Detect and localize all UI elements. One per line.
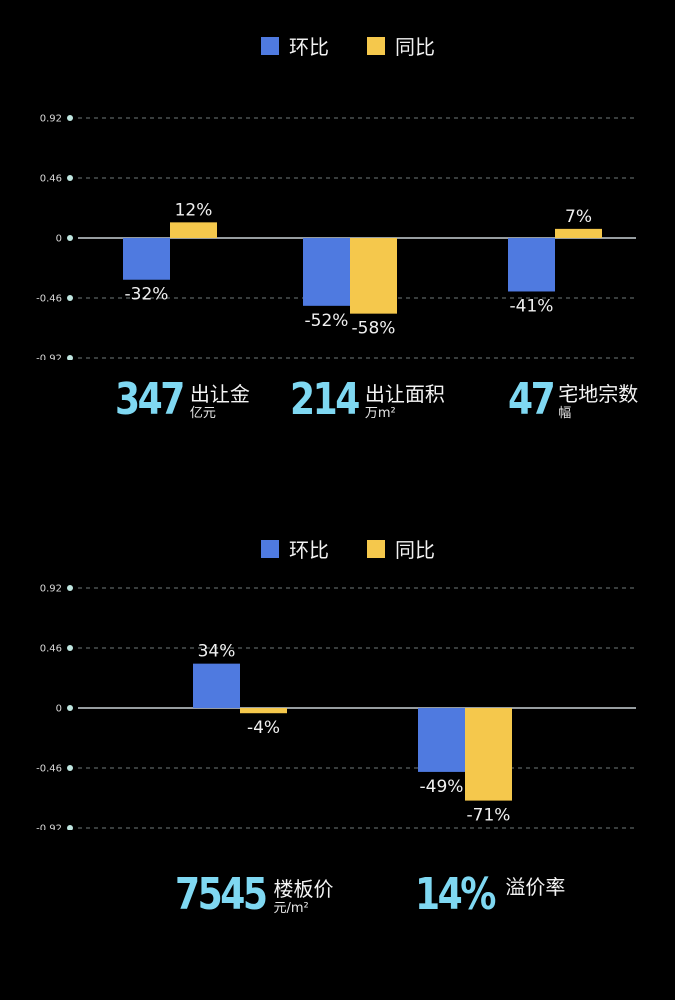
legend-item-yoy: 同比: [367, 31, 435, 60]
data-label: 12%: [175, 200, 213, 220]
stat-name: 出让面积: [364, 382, 445, 406]
legend-label-yoy: 同比: [395, 35, 435, 59]
y-tick-label: 0.92: [40, 584, 62, 595]
stat-value: 347: [115, 374, 185, 425]
bar-yoy: [555, 228, 602, 238]
data-label: -49%: [420, 777, 464, 797]
tick-dot: [67, 115, 73, 121]
stat-unit: 元/m²: [273, 901, 309, 916]
data-label: -32%: [125, 285, 169, 305]
bar-mom: [123, 238, 170, 280]
legend-item-mom: 环比: [261, 534, 329, 563]
data-label: -41%: [510, 296, 554, 316]
stat-unit: 幅: [558, 406, 572, 421]
data-label: -71%: [467, 806, 511, 826]
y-tick-label: -0.92: [36, 824, 62, 831]
tick-dot: [67, 585, 73, 591]
stat-name: 楼板价: [273, 877, 334, 901]
stat-value: 214: [290, 374, 360, 425]
legend-chart-2: 环比 同比: [0, 534, 675, 564]
legend-item-yoy: 同比: [367, 534, 435, 563]
legend-swatch-mom: [261, 539, 279, 558]
data-label: -52%: [305, 311, 349, 331]
bar-mom: [193, 663, 240, 708]
y-tick-label: -0.46: [36, 764, 62, 775]
stat-value: 47: [508, 374, 556, 425]
data-label: 34%: [198, 642, 236, 662]
legend-item-mom: 环比: [261, 31, 329, 60]
data-label: 7%: [565, 207, 592, 227]
bar-yoy: [170, 222, 217, 238]
legend-chart-1: 环比 同比: [0, 31, 675, 61]
tick-dot: [67, 645, 73, 651]
bar-yoy: [465, 708, 512, 801]
tick-dot: [67, 355, 73, 360]
data-label: -4%: [247, 718, 280, 738]
stat-unit: 亿元: [189, 406, 216, 421]
bar-yoy: [240, 708, 287, 714]
tick-dot: [67, 705, 73, 711]
bar-chart-2: 0.92 0.46 0 -0.46 -0.92 34% -4% -49%-71%: [36, 584, 636, 831]
stat-premium-rate: 14% 溢价率: [415, 873, 565, 917]
y-tick-label: 0.46: [40, 174, 62, 185]
tick-dot: [67, 295, 73, 301]
bar-yoy: [350, 238, 397, 314]
tick-dot: [67, 825, 73, 830]
stat-value: 7545: [175, 869, 268, 920]
legend-swatch-yoy: [367, 539, 385, 558]
stat-land-revenue: 347 出让金 亿元: [115, 378, 250, 422]
bar-chart-1: 0.92 0.46 0 -0.46 -0.92 -32% 12% -52% -58% -41% 7%: [36, 114, 636, 361]
legend-label-yoy: 同比: [395, 538, 435, 562]
legend-label-mom: 环比: [289, 35, 329, 59]
stat-value: 14%: [415, 869, 496, 920]
bar-mom: [303, 238, 350, 306]
tick-dot: [67, 235, 73, 241]
bar-mom: [508, 238, 555, 292]
stat-land-area: 214 出让面积 万m²: [290, 378, 445, 422]
y-tick-label: -0.92: [36, 354, 62, 361]
stat-name: 出让金: [189, 382, 250, 406]
tick-dot: [67, 175, 73, 181]
y-tick-label: 0.92: [40, 114, 62, 125]
data-label: -58%: [352, 319, 396, 339]
y-tick-label: -0.46: [36, 294, 62, 305]
stat-residential-plots: 47 宅地宗数 幅: [508, 378, 638, 422]
stat-name: 溢价率: [505, 875, 566, 899]
tick-dot: [67, 765, 73, 771]
bar-mom: [418, 708, 465, 772]
legend-label-mom: 环比: [289, 538, 329, 562]
stat-name: 宅地宗数: [558, 382, 639, 406]
y-tick-label: 0: [56, 234, 62, 245]
stat-floor-price: 7545 楼板价 元/m²: [175, 873, 333, 917]
stat-unit: 万m²: [364, 406, 396, 421]
legend-swatch-mom: [261, 36, 279, 55]
y-tick-label: 0: [56, 704, 62, 715]
y-tick-label: 0.46: [40, 644, 62, 655]
legend-swatch-yoy: [367, 36, 385, 55]
